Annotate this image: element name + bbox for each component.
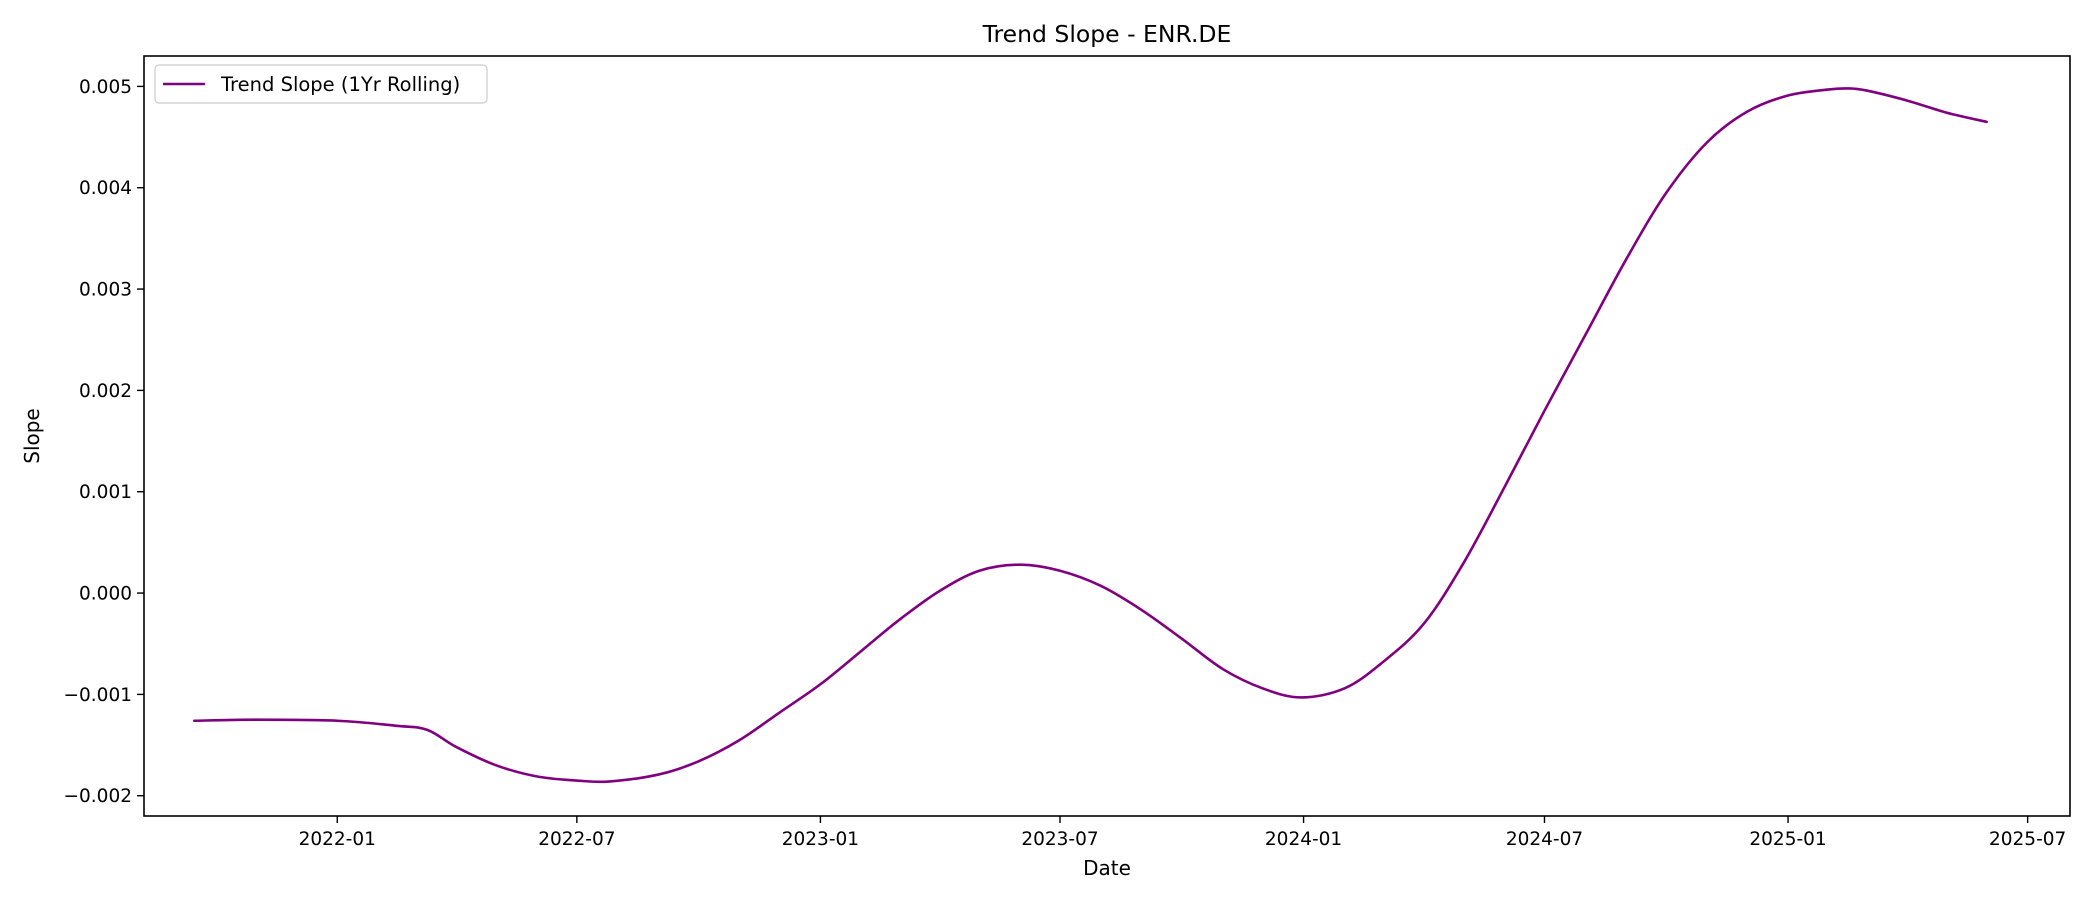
x-tick-label: 2022-01	[299, 829, 376, 850]
legend-box	[154, 64, 488, 104]
x-tick-label: 2023-07	[1021, 829, 1098, 850]
legend-label: Trend Slope (1Yr Rolling)	[220, 73, 460, 96]
y-tick-label: 0.002	[79, 381, 132, 402]
y-axis-label: Slope	[20, 408, 44, 464]
x-tick-label: 2025-07	[1989, 829, 2066, 850]
x-tick-label: 2023-01	[782, 829, 859, 850]
y-tick-label: 0.003	[79, 280, 132, 301]
series-line-0	[193, 87, 1988, 784]
chart-title: Trend Slope - ENR.DE	[982, 20, 1232, 48]
x-axis-label: Date	[1083, 856, 1131, 880]
y-tick-label: −0.001	[64, 685, 132, 706]
x-tick-label: 2024-07	[1506, 829, 1583, 850]
y-tick-label: −0.002	[64, 786, 132, 807]
y-tick-label: 0.004	[79, 178, 132, 199]
plot-frame	[143, 55, 2071, 817]
x-tick-label: 2022-07	[538, 829, 615, 850]
legend: Trend Slope (1Yr Rolling)	[154, 64, 488, 104]
y-tick-label: 0.000	[79, 584, 132, 605]
plot-area: 2022-01 2022-07 2023-01 2023-07 2024-01 2024-…	[64, 77, 2067, 850]
x-tick-label: 2025-01	[1749, 829, 1826, 850]
y-tick-label: 0.005	[79, 77, 132, 98]
x-tick-label: 2024-01	[1265, 829, 1342, 850]
y-tick-label: 0.001	[79, 482, 132, 503]
